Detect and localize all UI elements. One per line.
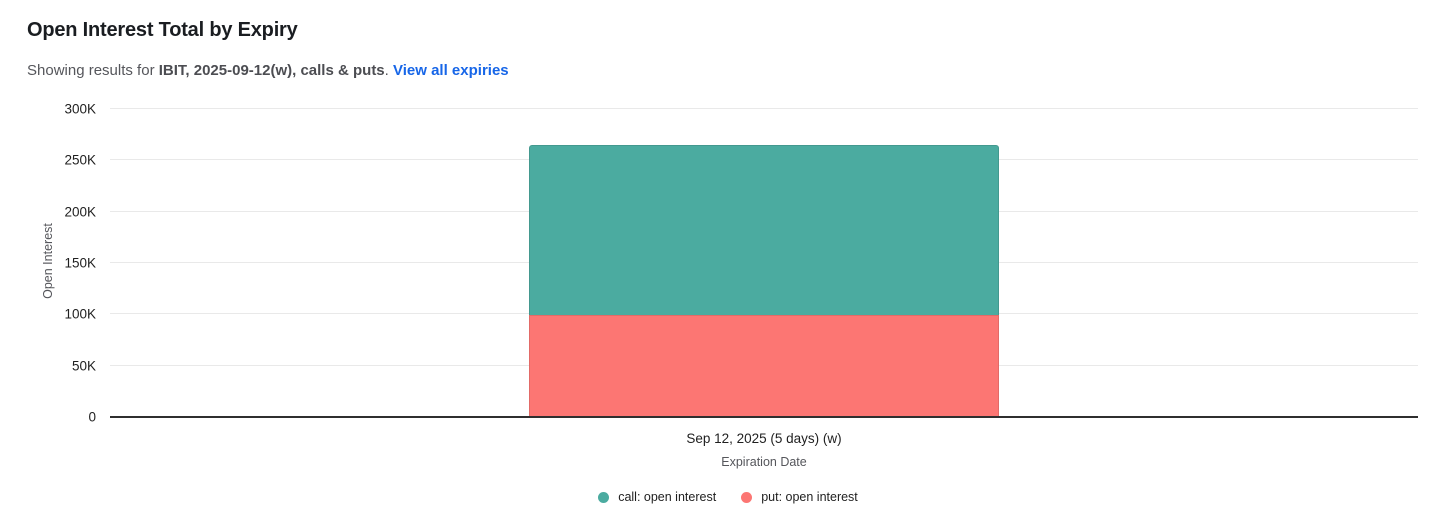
- legend-dot-put: [741, 491, 753, 503]
- y-tick-label: 300K: [64, 101, 96, 117]
- legend-item-put[interactable]: put: open interest: [741, 490, 858, 504]
- x-axis-title: Expiration Date: [721, 455, 807, 469]
- legend-label-call: call: open interest: [618, 490, 717, 504]
- subtitle-prefix: Showing results for: [27, 62, 159, 79]
- y-tick-label: 0: [88, 409, 96, 425]
- subtitle: Showing results for IBIT, 2025-09-12(w),…: [27, 62, 509, 79]
- subtitle-separator: .: [384, 62, 393, 79]
- legend-item-call[interactable]: call: open interest: [598, 490, 716, 504]
- gridline: [110, 108, 1418, 109]
- y-tick-label: 250K: [64, 152, 96, 168]
- page-title: Open Interest Total by Expiry: [27, 19, 298, 41]
- y-tick-label: 200K: [64, 204, 96, 220]
- subtitle-query: IBIT, 2025-09-12(w), calls & puts: [158, 62, 385, 79]
- bar-segment-put[interactable]: [529, 315, 999, 416]
- x-tick-label: Sep 12, 2025 (5 days) (w): [686, 431, 842, 446]
- view-all-expiries-link[interactable]: View all expiries: [393, 62, 509, 79]
- bar-segment-call[interactable]: [529, 144, 999, 316]
- y-tick-label: 50K: [71, 358, 96, 374]
- legend-dot-call: [598, 491, 610, 503]
- legend-label-put: put: open interest: [761, 490, 858, 504]
- legend: call: open interest put: open interest: [0, 490, 1456, 504]
- y-tick-label: 150K: [64, 255, 96, 271]
- plot-area: [110, 108, 1418, 418]
- y-tick-label: 100K: [64, 306, 96, 322]
